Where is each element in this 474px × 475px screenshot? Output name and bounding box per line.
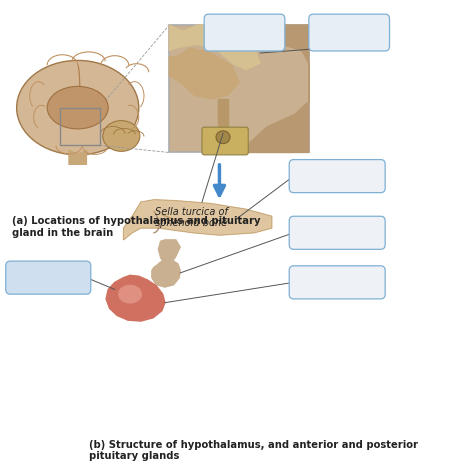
Polygon shape — [69, 150, 86, 164]
FancyBboxPatch shape — [289, 216, 385, 249]
Ellipse shape — [216, 131, 230, 143]
Polygon shape — [218, 99, 228, 140]
Polygon shape — [152, 260, 180, 287]
FancyBboxPatch shape — [202, 127, 248, 155]
Text: (a) Locations of hypothalamus and pituitary
gland in the brain: (a) Locations of hypothalamus and pituit… — [12, 216, 261, 238]
Polygon shape — [169, 48, 239, 99]
Ellipse shape — [118, 285, 142, 304]
FancyBboxPatch shape — [204, 14, 285, 51]
FancyBboxPatch shape — [309, 14, 390, 51]
Polygon shape — [169, 25, 260, 70]
Polygon shape — [239, 25, 309, 152]
Text: (b) Structure of hypothalamus, and anterior and posterior
pituitary glands: (b) Structure of hypothalamus, and anter… — [89, 439, 418, 461]
Ellipse shape — [47, 86, 108, 129]
Polygon shape — [158, 240, 180, 266]
Polygon shape — [106, 276, 165, 321]
Text: Sella turcica of
sphenoid bone: Sella turcica of sphenoid bone — [155, 207, 228, 228]
FancyBboxPatch shape — [289, 266, 385, 299]
Ellipse shape — [17, 60, 139, 155]
FancyBboxPatch shape — [6, 261, 91, 294]
Polygon shape — [124, 200, 272, 240]
FancyBboxPatch shape — [169, 25, 309, 152]
Ellipse shape — [103, 121, 140, 152]
FancyBboxPatch shape — [289, 160, 385, 193]
